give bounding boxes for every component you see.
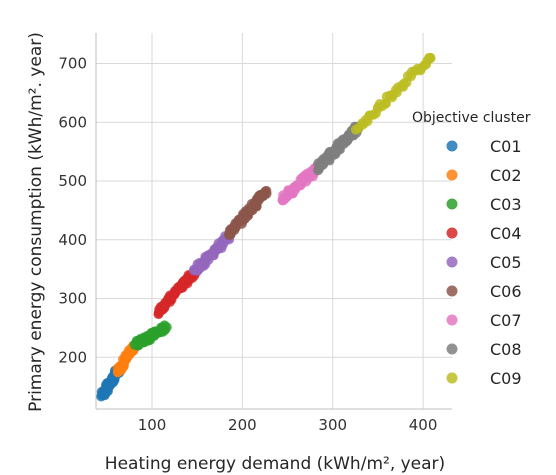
legend-title: Objective cluster [412,110,531,126]
y-tick-label: 700 [58,55,87,73]
legend-label-C04: C04 [490,224,522,243]
tick-labels: 100 200 300 400 200 300 400 500 600 700 [58,55,437,434]
data-points [96,52,436,402]
legend-label-C06: C06 [490,282,522,301]
x-tick-label: 300 [318,416,347,434]
legend-marker-C06 [446,285,458,297]
legend-marker-C01 [446,140,458,152]
x-tick-label: 100 [138,416,167,434]
grid-lines [96,33,452,409]
x-axis-label: Heating energy demand (kWh/m², year) [105,454,445,474]
axes [95,33,452,410]
legend-label-C02: C02 [490,166,522,185]
legend-label-C08: C08 [490,340,522,359]
series-C03 [129,320,172,351]
y-tick-label: 600 [58,113,87,131]
series-C02 [112,338,142,378]
series-C09 [350,52,436,135]
legend-label-C05: C05 [490,253,522,272]
legend-label-C01: C01 [490,137,522,156]
legend-marker-C02 [446,169,458,181]
x-tick-label: 200 [228,416,257,434]
legend-marker-C04 [446,227,458,239]
legend-marker-C05 [446,256,458,268]
x-tick-label: 400 [409,416,438,434]
legend-label-C07: C07 [490,311,522,330]
y-tick-label: 500 [58,172,87,190]
series-C06 [224,185,272,241]
legend-label-C09: C09 [490,369,522,388]
data-point-C03 [161,322,172,333]
legend-marker-C07 [446,314,458,326]
legend: Objective cluster C01 C02 C03 C04 C05 C06 C07 C… [412,110,531,388]
legend-marker-C09 [446,372,458,384]
legend-label-C03: C03 [490,195,522,214]
y-axis-label: Primary energy consumption (kWh/m². year… [26,32,46,412]
y-tick-label: 200 [58,348,87,366]
legend-marker-C08 [446,343,458,355]
y-tick-label: 300 [58,290,87,308]
series-C05 [188,227,236,276]
legend-marker-C03 [446,198,458,210]
data-point-C09 [425,53,436,64]
y-tick-label: 400 [58,231,87,249]
data-point-C06 [261,188,272,199]
